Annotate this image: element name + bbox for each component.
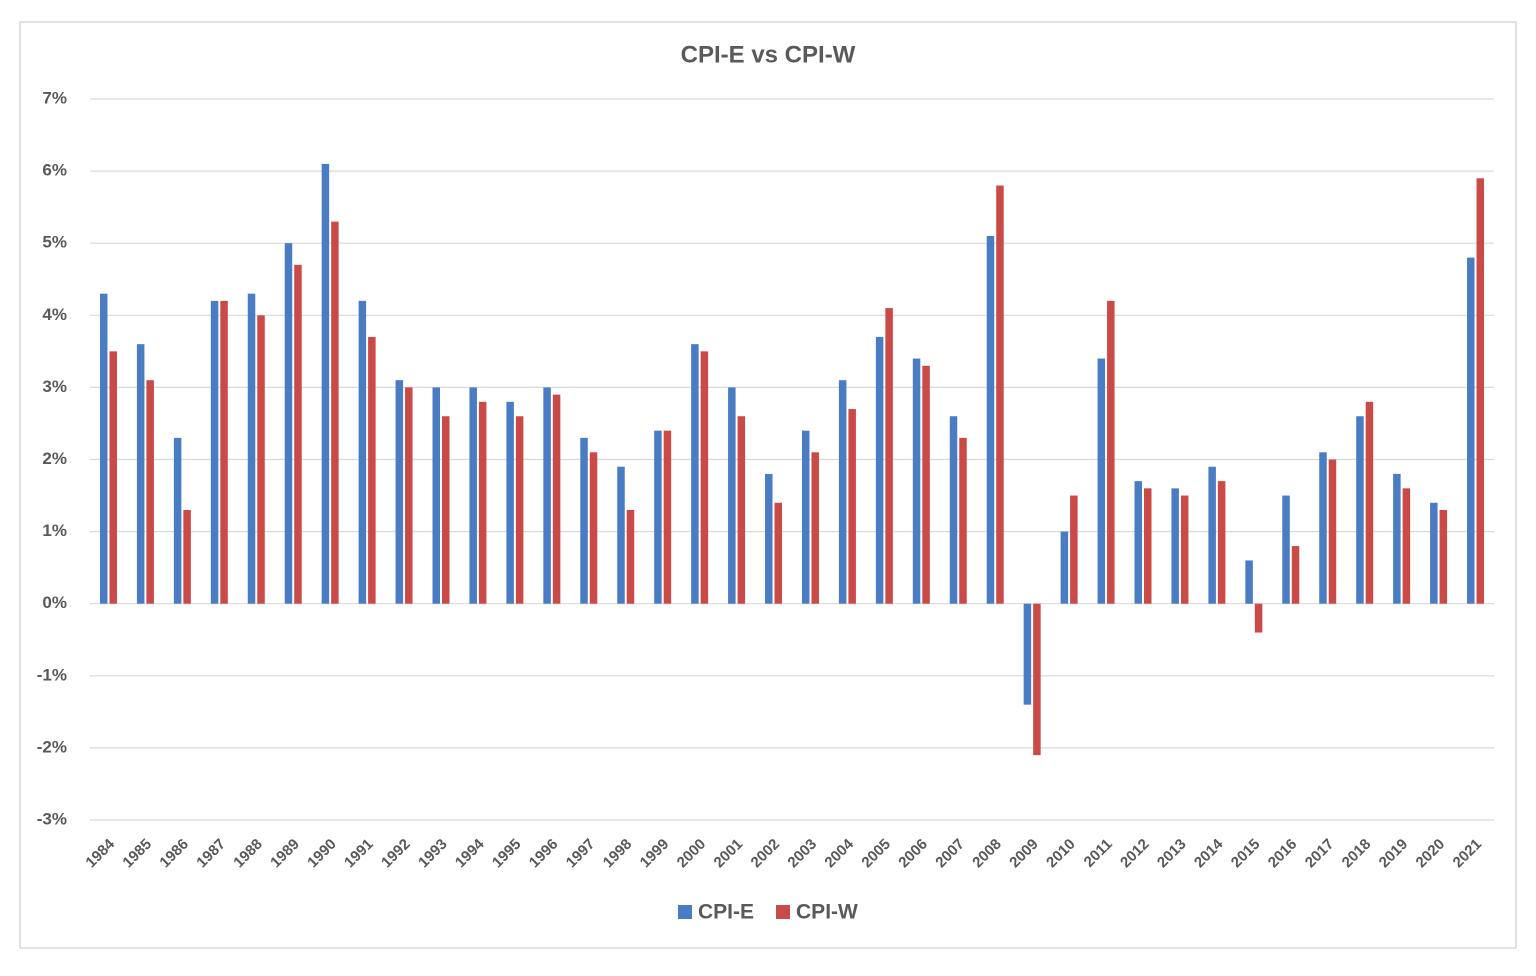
bar — [848, 409, 856, 604]
bar — [959, 437, 967, 604]
bar — [1356, 416, 1364, 604]
bar — [922, 365, 930, 604]
bar — [1144, 488, 1152, 604]
bar — [469, 387, 477, 604]
bar — [885, 308, 893, 604]
bar — [1319, 452, 1327, 604]
bar — [774, 502, 783, 604]
bar — [368, 336, 376, 604]
y-tick-label: 0% — [42, 593, 67, 612]
bar — [1393, 473, 1401, 604]
bar — [663, 430, 672, 604]
bar — [321, 163, 330, 604]
bar — [284, 243, 293, 604]
bar — [405, 387, 413, 604]
bar — [1107, 300, 1115, 604]
bar — [1171, 488, 1179, 604]
bar — [1060, 531, 1069, 604]
bar — [146, 380, 154, 604]
bar — [358, 300, 367, 604]
bar — [1430, 502, 1438, 604]
bar — [1282, 495, 1290, 604]
bar — [654, 430, 662, 604]
bar — [626, 509, 635, 604]
bar — [220, 300, 228, 604]
bar — [1217, 481, 1226, 604]
y-tick-label: -3% — [37, 809, 67, 828]
bar — [543, 387, 551, 604]
y-tick-label: 2% — [42, 449, 67, 468]
bar — [801, 430, 810, 604]
bar — [1180, 495, 1189, 604]
bar — [183, 509, 191, 604]
bar — [996, 185, 1004, 604]
bar — [1291, 546, 1300, 604]
y-tick-label: -2% — [37, 737, 67, 756]
y-tick-label: 5% — [42, 233, 67, 252]
bar — [912, 358, 921, 604]
legend-label: CPI-E — [698, 901, 754, 924]
bar — [838, 380, 847, 604]
y-tick-label: 3% — [42, 377, 67, 396]
bar — [811, 452, 819, 604]
y-tick-label: 7% — [42, 88, 67, 107]
bar — [737, 416, 746, 604]
bar — [1245, 560, 1253, 604]
bar — [331, 221, 339, 604]
bar — [580, 437, 588, 604]
bar — [617, 466, 625, 604]
bar — [247, 293, 256, 604]
bar — [949, 416, 958, 604]
bar — [1134, 481, 1142, 604]
bar — [1328, 459, 1337, 604]
bar — [875, 336, 884, 604]
bar — [294, 264, 302, 604]
bar — [728, 387, 736, 604]
y-tick-label: 6% — [42, 161, 67, 180]
bar — [173, 437, 182, 604]
y-tick-label: -1% — [37, 665, 67, 684]
bar — [691, 344, 699, 604]
bar — [552, 394, 561, 604]
y-tick-label: 4% — [42, 305, 67, 324]
bar — [1070, 495, 1078, 604]
bar — [210, 300, 219, 604]
bar — [257, 315, 265, 604]
legend-swatch — [776, 905, 791, 919]
bar — [1097, 358, 1106, 604]
bar — [478, 401, 487, 604]
bar — [1467, 257, 1475, 604]
bar — [765, 473, 773, 604]
bar — [1402, 488, 1411, 604]
legend-swatch — [678, 905, 692, 919]
legend-label: CPI-W — [796, 901, 858, 924]
chart-title: CPI-E vs CPI-W — [681, 41, 856, 68]
bar — [109, 351, 117, 604]
bar — [700, 351, 709, 604]
bar — [442, 416, 450, 604]
bar — [1208, 466, 1216, 604]
bar — [432, 387, 440, 604]
bar — [589, 452, 598, 604]
bar — [506, 401, 514, 604]
bar — [986, 235, 995, 604]
bar — [136, 344, 145, 604]
bar — [395, 380, 404, 604]
bar — [1365, 401, 1374, 604]
bar — [99, 293, 108, 604]
bar — [1254, 603, 1263, 633]
bar — [515, 416, 524, 604]
y-tick-label: 1% — [42, 521, 67, 540]
bar — [1476, 178, 1485, 604]
bar — [1023, 603, 1032, 705]
bar — [1033, 603, 1041, 756]
bar — [1439, 509, 1448, 604]
